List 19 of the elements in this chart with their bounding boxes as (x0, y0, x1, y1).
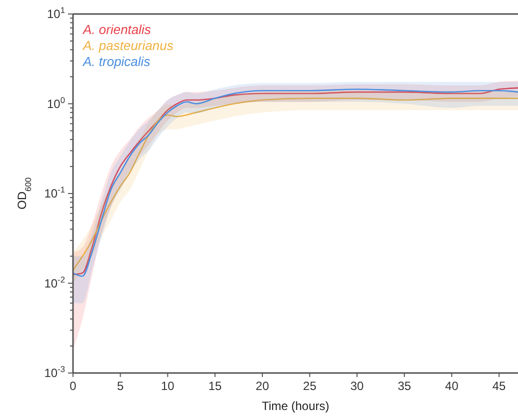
x-tick-label: 35 (398, 379, 412, 393)
y-tick-label: 10$^{1}$ (46, 5, 66, 21)
x-tick-label: 20 (256, 379, 270, 393)
x-tick-label: 25 (303, 379, 317, 393)
x-tick-label: 10 (161, 379, 175, 393)
x-axis-title: Time (hours) (262, 399, 330, 413)
y-tick-label: 10$^{-3}$ (44, 364, 66, 380)
x-tick-label: 5 (116, 379, 124, 393)
x-tick-label: 15 (208, 379, 222, 393)
text: A. pasteurianus (82, 38, 174, 53)
y-tick-label: 10$^{0}$ (46, 94, 66, 111)
x-tick-label: 40 (445, 379, 459, 393)
y-tick-label: 10$^{-2}$ (44, 274, 66, 290)
x-tick-label: 0 (70, 379, 77, 393)
y-tick-label: 10$^{-1}$ (44, 184, 66, 200)
x-tick-label: 30 (350, 379, 364, 393)
text: A. orientalis (82, 22, 152, 37)
text: A. tropicalis (82, 54, 151, 69)
x-tick-label: 45 (492, 379, 506, 393)
